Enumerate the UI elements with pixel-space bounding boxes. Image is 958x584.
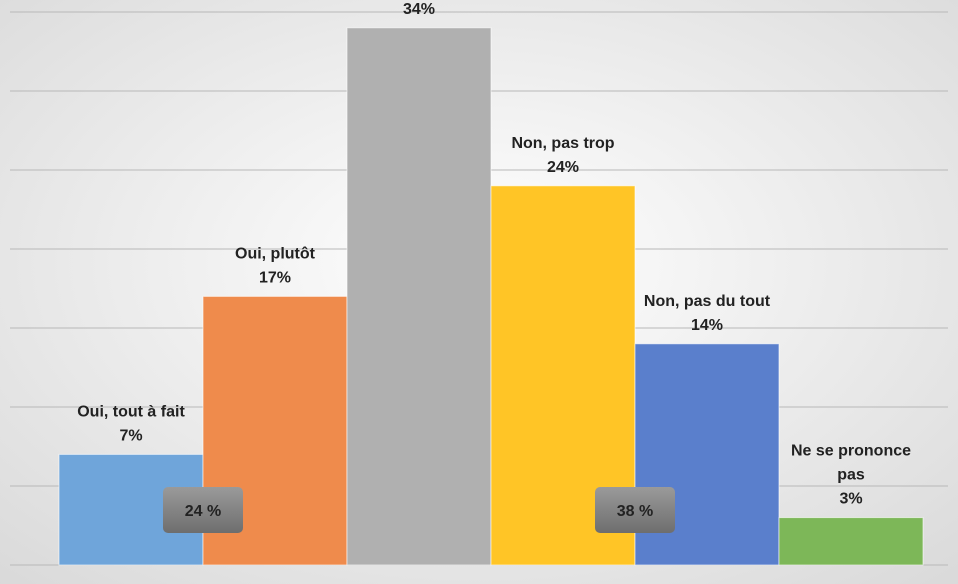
- value-label: 14%: [691, 317, 723, 334]
- bar: [346, 27, 492, 566]
- category-label: Oui, plutôt: [235, 245, 316, 262]
- annotation-box: [595, 487, 675, 533]
- annotation-box: [163, 487, 243, 533]
- bar: [778, 517, 924, 566]
- annotation: 24 %: [185, 503, 221, 520]
- value-label: 7%: [119, 427, 142, 444]
- category-label: Ne se prononce pas: [791, 443, 911, 484]
- value-label: 24%: [547, 159, 579, 176]
- annotation: 38 %: [617, 503, 653, 520]
- value-label: 3%: [839, 491, 862, 508]
- value-label: 34%: [403, 1, 435, 18]
- category-label: Non, pas trop: [511, 135, 614, 152]
- value-label: 17%: [259, 269, 291, 286]
- category-label: Oui, tout à fait: [77, 403, 185, 420]
- category-label: Non, pas du tout: [644, 293, 771, 310]
